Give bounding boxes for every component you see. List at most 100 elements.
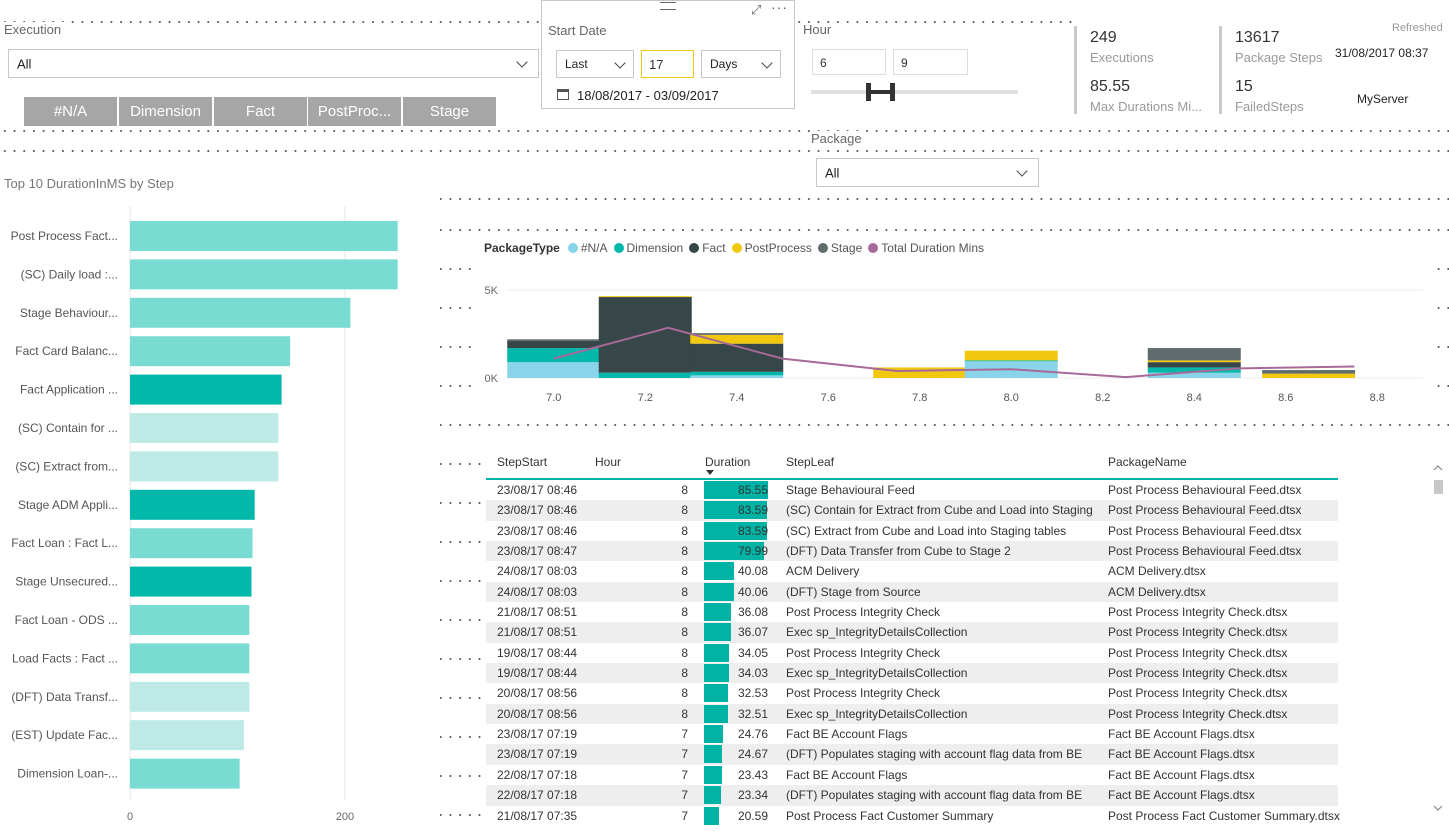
table-row[interactable]: 21/08/17 08:51 8 36.08 Post Process Integri… [486, 602, 1338, 623]
column-header[interactable]: Hour [595, 455, 622, 469]
table-header: StepStart Hour Duration StepLeaf PackageName [486, 450, 1338, 480]
bar[interactable] [130, 413, 279, 443]
bar[interactable] [130, 374, 282, 405]
table-row[interactable]: 22/08/17 07:18 7 23.34 (DFT) Populates stag… [486, 785, 1338, 806]
table-cell: 8 [681, 483, 688, 497]
column-segment-fact[interactable] [1147, 362, 1241, 368]
column-segment-postprocess[interactable] [1262, 373, 1356, 378]
package-dropdown[interactable]: All [816, 158, 1039, 187]
bar[interactable] [130, 566, 252, 597]
column-segment-fact[interactable] [690, 343, 784, 372]
hour-from-input[interactable]: 6 [812, 49, 886, 75]
table-row[interactable]: 19/08/17 08:44 8 34.03 Exec sp_IntegrityDet… [486, 663, 1338, 684]
table-row[interactable]: 23/08/17 07:19 7 24.67 (DFT) Populates stag… [486, 744, 1338, 765]
table-row[interactable]: 23/08/17 08:47 8 79.99 (DFT) Data Transfer … [486, 541, 1338, 562]
column-segment-postprocess[interactable] [1147, 360, 1241, 363]
column-segment-postprocess[interactable] [873, 367, 967, 378]
bar[interactable] [130, 643, 250, 674]
bar[interactable] [130, 605, 250, 635]
table-row[interactable]: 23/08/17 08:46 8 83.59 (SC) Contain for Ext… [486, 500, 1338, 521]
bar[interactable] [130, 528, 253, 559]
type-button[interactable]: Dimension [119, 97, 212, 126]
column-segment-na[interactable] [507, 362, 601, 378]
column-segment-postprocess[interactable] [690, 334, 784, 344]
date-count-input[interactable]: 17 [641, 50, 694, 78]
column-segment-dimension[interactable] [1147, 367, 1241, 373]
table-row[interactable]: 19/08/17 08:44 8 34.05 Post Process Integri… [486, 642, 1338, 664]
date-mode-dropdown[interactable]: Last [556, 50, 634, 78]
hour-to-value: 9 [901, 56, 908, 70]
focus-mode-icon[interactable]: ⤢ [751, 2, 762, 17]
table-row[interactable]: 21/08/17 07:35 7 20.59 Post Process Fact Cu… [486, 805, 1340, 826]
column-header[interactable]: PackageName [1108, 455, 1187, 469]
execution-dropdown[interactable]: All [8, 49, 539, 78]
column-segment-postprocess[interactable] [964, 350, 1058, 361]
column-segment-stage[interactable] [690, 333, 784, 335]
package-steps-label: Package Steps [1235, 50, 1323, 65]
more-options-icon[interactable]: ··· [771, 0, 788, 15]
step-table: StepStart Hour Duration StepLeaf PackageName… [486, 450, 1340, 826]
top10-chart-title: Top 10 DurationInMS by Step [4, 176, 174, 191]
chevron-down-icon [761, 57, 773, 69]
table-cell: Fact BE Account Flags [786, 727, 908, 742]
drag-handle-icon[interactable] [660, 2, 676, 10]
package-steps-value: 13617 [1235, 29, 1280, 46]
column-segment-stage[interactable] [507, 339, 601, 342]
duration-bar [704, 704, 729, 723]
table-scrollbar-thumb[interactable] [1434, 480, 1443, 494]
table-cell: Post Process Integrity Check [786, 645, 941, 660]
column-segment-fact[interactable] [507, 341, 601, 349]
column-header[interactable]: Duration [705, 455, 751, 469]
column-segment-postprocess[interactable] [598, 296, 692, 298]
legend-item[interactable]: Stage [817, 241, 862, 255]
legend-item[interactable]: #N/A [567, 241, 608, 255]
total-duration-line[interactable] [553, 326, 1355, 379]
type-button[interactable]: Fact [214, 97, 307, 126]
column-segment-stage[interactable] [1262, 370, 1356, 374]
type-button[interactable]: Stage [403, 97, 496, 126]
date-unit-dropdown[interactable]: Days [701, 50, 781, 78]
column-segment-stage[interactable] [1147, 348, 1241, 361]
table-cell: 23/08/17 08:46 [497, 503, 578, 518]
column-segment-dimension[interactable] [598, 372, 692, 378]
table-row[interactable]: 24/08/17 08:03 8 40.06 (DFT) Stage from Sou… [486, 581, 1338, 603]
column-segment-dimension[interactable] [964, 360, 1058, 362]
scroll-up-icon[interactable] [1433, 460, 1443, 480]
bar[interactable] [130, 758, 240, 789]
hour-slider-handle-start[interactable] [866, 83, 871, 101]
table-row[interactable]: 21/08/17 08:51 8 36.07 Exec sp_IntegrityDet… [486, 622, 1338, 643]
column-header[interactable]: StepLeaf [786, 455, 835, 469]
column-segment-na[interactable] [1147, 372, 1241, 378]
bar[interactable] [130, 451, 279, 482]
column-segment-na[interactable] [690, 375, 784, 378]
type-button[interactable]: PostProc... [308, 97, 401, 126]
table-row[interactable]: 20/08/17 08:56 8 32.53 Post Process Integri… [486, 683, 1338, 704]
table-row[interactable]: 22/08/17 07:18 7 23.43 Fact BE Account Flag… [486, 764, 1338, 786]
bar[interactable] [130, 221, 398, 251]
scroll-down-icon[interactable] [1433, 800, 1443, 812]
legend-item[interactable]: PostProcess [731, 241, 812, 255]
bar[interactable] [130, 297, 351, 328]
table-row[interactable]: 24/08/17 08:03 8 40.08 ACM Delivery ACM Deli… [486, 561, 1338, 582]
legend-item[interactable]: Dimension [613, 241, 683, 255]
column-header[interactable]: StepStart [497, 455, 548, 469]
hour-slider-track[interactable] [811, 90, 1018, 94]
legend-label: Total Duration Mins [881, 241, 984, 255]
bar[interactable] [130, 259, 398, 290]
table-row[interactable]: 23/08/17 08:46 8 85.55 Stage Behavioural Fe… [486, 480, 1338, 501]
legend-title: PackageType [484, 241, 560, 255]
legend-item[interactable]: Fact [689, 241, 726, 255]
type-button[interactable]: #N/A [24, 97, 117, 126]
table-row[interactable]: 20/08/17 08:56 8 32.51 Exec sp_IntegrityDet… [486, 703, 1338, 725]
hour-to-input[interactable]: 9 [893, 49, 968, 75]
table-cell: 8 [681, 625, 688, 640]
bar[interactable] [130, 489, 255, 520]
bar[interactable] [130, 681, 250, 712]
bar[interactable] [130, 336, 291, 367]
table-row[interactable]: 23/08/17 07:19 7 24.76 Fact BE Account Flag… [486, 724, 1338, 745]
bar[interactable] [130, 720, 244, 751]
column-segment-dimension[interactable] [690, 371, 784, 376]
hour-slider-handle-end[interactable] [890, 83, 895, 101]
legend-item[interactable]: Total Duration Mins [868, 241, 984, 255]
table-row[interactable]: 23/08/17 08:46 8 83.59 (SC) Extract from Cu… [486, 520, 1338, 542]
